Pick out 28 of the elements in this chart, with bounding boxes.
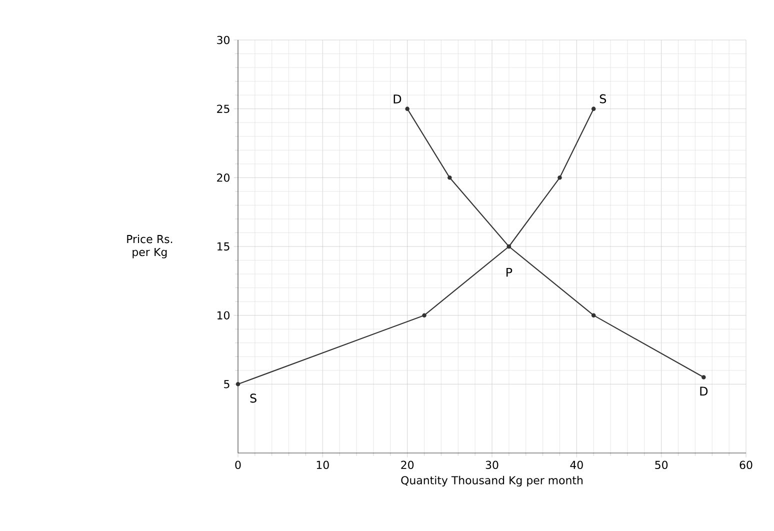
annotation: S [600, 94, 606, 104]
y-tick-label: 25 [217, 104, 230, 113]
y-tick-label: 15 [217, 242, 230, 251]
point [558, 176, 562, 180]
x-tick-label: 10 [316, 460, 329, 470]
x-tick-label: 0 [235, 460, 241, 470]
annotation: S [250, 394, 256, 403]
point [405, 106, 410, 111]
point [422, 313, 426, 318]
y-tick-label: 30 [217, 36, 230, 44]
annotation: D [394, 94, 402, 104]
point [702, 375, 706, 380]
annotation: P [506, 268, 512, 277]
point [448, 176, 452, 180]
point [591, 106, 596, 111]
x-tick-label: 20 [401, 460, 414, 470]
x-tick-label: 50 [655, 460, 668, 470]
x-tick-label: 30 [486, 460, 498, 470]
y-tick-label: 20 [217, 174, 230, 182]
y-tick-label: 5 [224, 380, 230, 388]
y-axis-title: Price Rs. per Kg [127, 234, 172, 258]
point [591, 313, 596, 318]
x-axis-title: Quantity Thousand Kg per month [401, 476, 583, 487]
annotation: D [700, 386, 708, 396]
x-tick-label: 40 [570, 460, 583, 470]
y-tick-label: 10 [217, 311, 230, 320]
x-tick-label: 60 [740, 460, 752, 470]
point [236, 382, 240, 386]
